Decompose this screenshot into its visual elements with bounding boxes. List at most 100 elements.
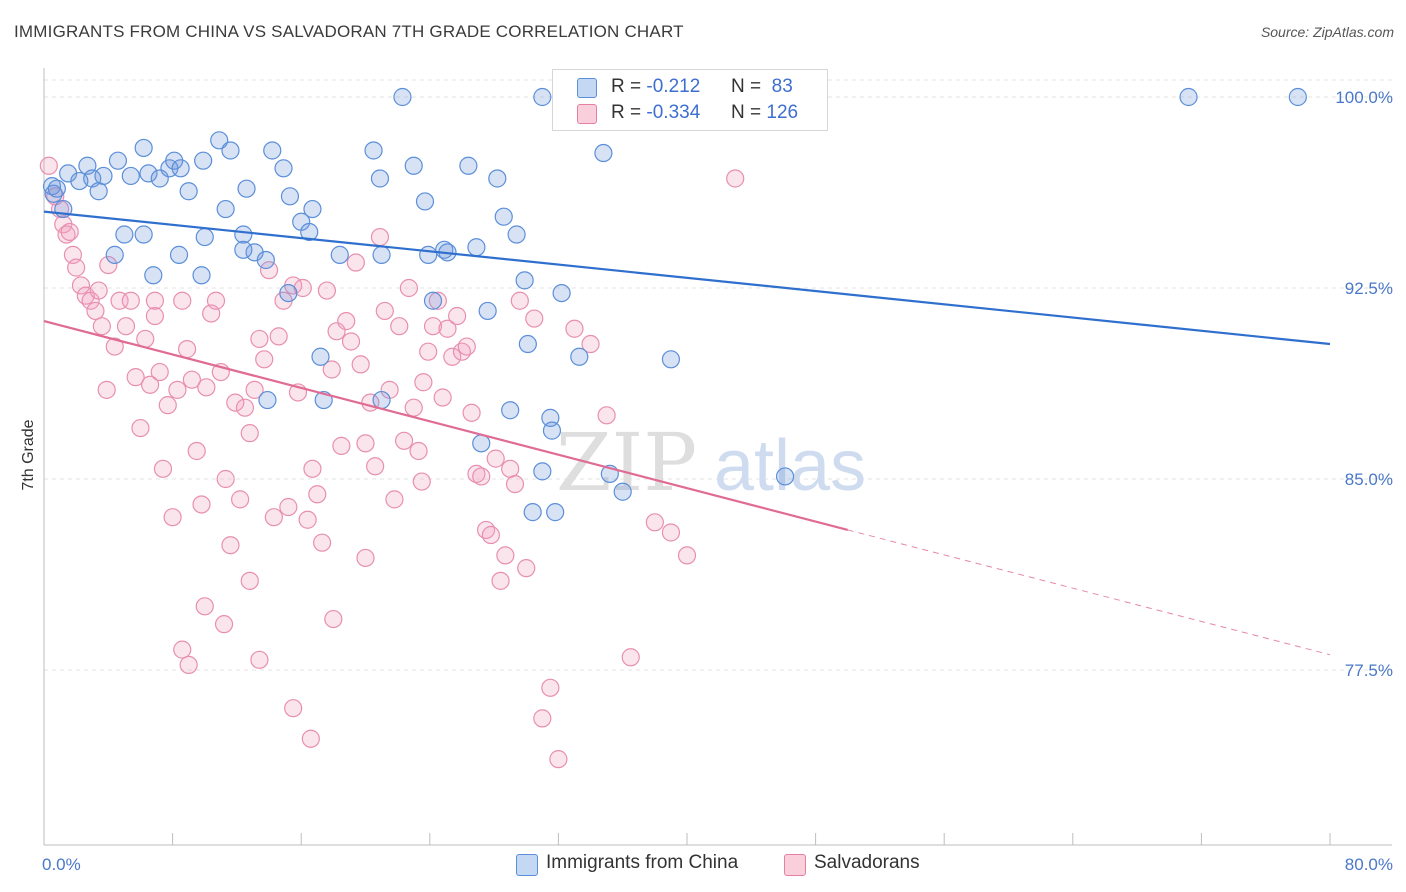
china-point xyxy=(303,199,322,219)
salvadoran-point xyxy=(366,457,385,476)
salvadoran-point xyxy=(581,334,600,354)
salvadoran-point xyxy=(472,467,491,486)
china-point xyxy=(221,141,240,160)
salvadoran-point xyxy=(303,459,322,478)
salvadoran-point xyxy=(423,317,443,336)
salvadoran-point xyxy=(452,342,472,361)
china-point xyxy=(523,503,542,522)
salvadoran-point xyxy=(206,291,226,310)
salvadoran-point xyxy=(541,678,560,697)
china-point xyxy=(661,350,681,369)
china-point xyxy=(515,271,534,290)
salvadoran-point xyxy=(158,396,177,415)
correlation-legend: R = -0.212 N = 83 R = -0.334 N = 126 xyxy=(552,69,828,131)
china-point xyxy=(300,222,319,242)
china-point xyxy=(237,179,256,198)
salvadoran-point xyxy=(235,398,255,417)
china-trend-line xyxy=(43,210,1331,346)
salvadoran-point xyxy=(621,648,640,667)
china-point xyxy=(194,151,213,170)
salvadoran-point xyxy=(399,278,419,298)
china-point xyxy=(501,401,520,420)
chart-title: IMMIGRANTS FROM CHINA VS SALVADORAN 7TH … xyxy=(14,22,684,41)
china-point xyxy=(179,182,198,201)
salvadoran-point xyxy=(496,546,515,565)
china-point xyxy=(210,131,229,150)
salvadoran-point xyxy=(173,291,192,310)
salvadoran-point xyxy=(385,490,404,509)
china-point xyxy=(494,207,513,226)
salvadoran-point xyxy=(510,291,529,310)
watermark-atlas: atlas xyxy=(714,426,866,506)
legend-row-china: R = -0.212 N = 83 xyxy=(553,75,827,101)
salvadoran-trend-extension xyxy=(847,529,1331,656)
china-point xyxy=(44,184,63,203)
salvadoran-point xyxy=(491,571,510,590)
china-point xyxy=(552,283,571,303)
salvadoran-point xyxy=(168,380,187,399)
salvadoran-point xyxy=(486,449,505,468)
china-point xyxy=(42,177,62,196)
salvadoran-point xyxy=(661,523,681,542)
china-point xyxy=(171,159,190,178)
watermark-zip: ZIP xyxy=(556,416,697,509)
salvadoran-point xyxy=(298,510,317,529)
salvadoran-point xyxy=(97,380,116,399)
salvadoran-point xyxy=(390,317,409,336)
salvadoran-point xyxy=(140,375,160,394)
salvadoran-point xyxy=(145,306,165,326)
salvadoran-legend-swatch xyxy=(784,854,806,876)
salvadoran-point xyxy=(195,597,214,616)
salvadoran-point xyxy=(457,337,476,356)
china-point xyxy=(613,482,632,501)
salvadoran-point xyxy=(332,436,351,455)
y-tick-label: 92.5% xyxy=(1345,279,1393,298)
salvadoran-point xyxy=(428,291,447,310)
salvadoran-point xyxy=(284,699,303,718)
y-axis-label: 7th Grade xyxy=(20,419,37,490)
china-point xyxy=(134,225,153,244)
salvadoran-point xyxy=(356,548,375,568)
china-point xyxy=(263,141,282,160)
salvadoran-point xyxy=(173,640,192,659)
salvadoran-point xyxy=(341,332,361,351)
china-point xyxy=(570,347,589,366)
salvadoran-point xyxy=(264,508,283,527)
china-point xyxy=(115,225,134,244)
salvadoran-point xyxy=(145,291,165,310)
axes xyxy=(43,68,1392,846)
china-point xyxy=(280,187,300,206)
salvadoran-point xyxy=(565,319,584,338)
salvadoran-point xyxy=(71,276,91,295)
salvadoran-point xyxy=(301,729,320,748)
legend-r-salvadoran: R = -0.334 xyxy=(611,102,701,123)
salvadoran-point xyxy=(99,255,118,275)
salvadoran-point xyxy=(259,261,279,280)
salvadoran-point xyxy=(312,533,332,552)
salvadoran-point xyxy=(414,373,433,392)
salvadoran-point xyxy=(105,337,124,356)
salvadoran-point xyxy=(337,312,356,331)
china-point xyxy=(518,334,537,354)
salvadoran-point xyxy=(177,340,197,359)
china-point xyxy=(1288,87,1307,107)
salvadoran-point xyxy=(250,650,269,669)
china-point xyxy=(459,156,478,175)
china-point xyxy=(472,434,491,453)
salvadoran-point xyxy=(163,508,182,527)
salvadoran-point xyxy=(153,459,173,478)
salvadoran-point xyxy=(240,424,259,443)
salvadoran-point xyxy=(443,347,462,366)
source-credit: Source: ZipAtlas.com xyxy=(1260,24,1394,40)
salvadoran-point xyxy=(462,403,481,422)
china-point xyxy=(364,141,383,160)
china-point xyxy=(256,250,275,270)
china-point xyxy=(105,245,124,264)
china-swatch xyxy=(577,78,597,98)
china-point xyxy=(488,169,507,188)
salvadoran-point xyxy=(250,329,269,349)
salvadoran-point xyxy=(255,350,274,369)
china-point xyxy=(121,166,140,186)
china-point xyxy=(775,467,795,486)
legend-r-china: R = -0.212 xyxy=(611,76,701,97)
